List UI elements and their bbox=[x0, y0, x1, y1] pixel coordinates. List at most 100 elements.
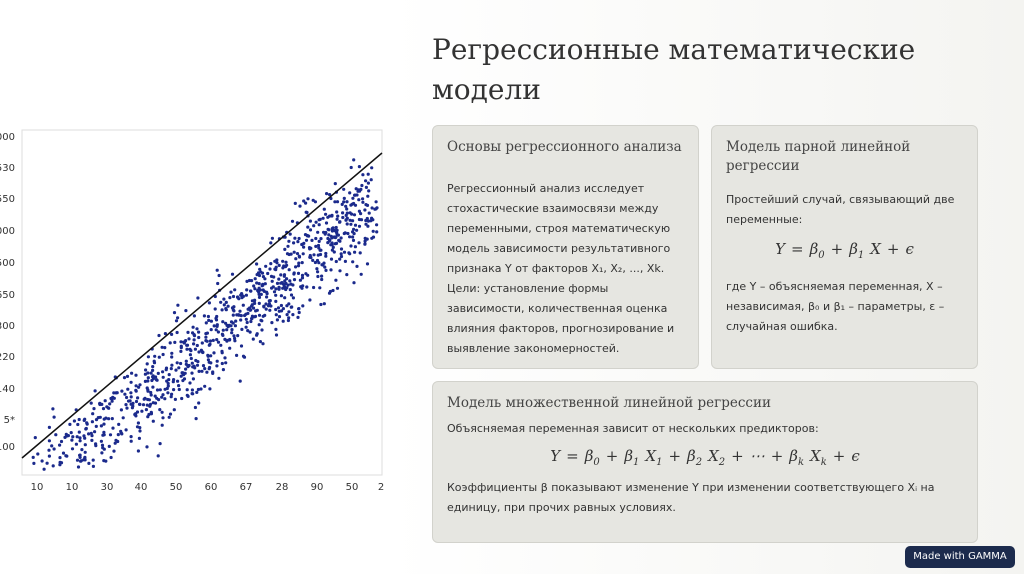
dot bbox=[168, 412, 173, 416]
dot bbox=[137, 436, 141, 440]
dot bbox=[345, 200, 349, 204]
dot bbox=[361, 173, 365, 177]
dot bbox=[304, 201, 308, 205]
dot bbox=[374, 200, 378, 204]
dot bbox=[154, 375, 158, 379]
dot bbox=[166, 391, 170, 395]
dot bbox=[291, 296, 295, 300]
dot bbox=[151, 365, 155, 369]
dot bbox=[339, 254, 344, 259]
dot bbox=[333, 182, 337, 186]
dot bbox=[47, 439, 52, 443]
dot bbox=[138, 429, 142, 433]
dot bbox=[264, 264, 268, 268]
dot bbox=[366, 219, 370, 223]
dot bbox=[205, 331, 209, 335]
dot bbox=[179, 349, 183, 353]
formula-token: X2 bbox=[708, 447, 725, 468]
dot bbox=[170, 392, 174, 396]
dot bbox=[229, 324, 233, 328]
dot bbox=[215, 359, 219, 363]
dot bbox=[253, 277, 257, 281]
dot bbox=[209, 319, 213, 323]
made-with-badge[interactable]: Made with GAMMA bbox=[905, 546, 1015, 568]
dot bbox=[161, 375, 165, 379]
dot bbox=[246, 311, 250, 315]
dot bbox=[102, 422, 106, 426]
dot bbox=[309, 255, 313, 260]
dot bbox=[252, 306, 256, 310]
dot bbox=[255, 281, 259, 285]
dot bbox=[61, 451, 66, 455]
dot bbox=[365, 216, 369, 221]
dot bbox=[205, 339, 209, 343]
dot bbox=[281, 282, 285, 286]
dot bbox=[296, 264, 301, 268]
dot bbox=[177, 387, 181, 392]
dot bbox=[207, 367, 211, 371]
dot bbox=[92, 407, 96, 411]
dot bbox=[353, 223, 358, 227]
symbol: ⋯ bbox=[749, 447, 765, 465]
symbol: β bbox=[584, 447, 594, 465]
dot bbox=[230, 306, 235, 310]
dot bbox=[31, 455, 35, 459]
symbol: X bbox=[810, 447, 821, 465]
dot bbox=[166, 381, 170, 386]
dot bbox=[344, 204, 348, 208]
dot bbox=[357, 224, 362, 228]
dot bbox=[51, 464, 55, 468]
dot bbox=[267, 302, 271, 306]
dot bbox=[113, 441, 117, 445]
dot bbox=[134, 414, 138, 418]
dot bbox=[361, 200, 365, 204]
dot bbox=[212, 351, 216, 355]
dot bbox=[190, 361, 194, 365]
dot bbox=[161, 416, 165, 420]
dot bbox=[69, 431, 73, 435]
scatter-figure: 000 530 550 000 500 650 300 220 140 5* 100 10 10 30 4… bbox=[0, 129, 384, 493]
dot bbox=[287, 252, 291, 257]
dot bbox=[308, 219, 312, 223]
dot bbox=[83, 443, 87, 447]
dot bbox=[174, 319, 179, 323]
dot bbox=[99, 439, 103, 443]
dot bbox=[216, 281, 220, 286]
symbol: β bbox=[687, 447, 696, 465]
dot bbox=[360, 183, 364, 188]
dot bbox=[322, 207, 326, 211]
formula-token: Y bbox=[550, 447, 560, 465]
dot bbox=[151, 419, 155, 423]
dot bbox=[364, 222, 368, 226]
dot bbox=[146, 376, 150, 380]
dot bbox=[109, 455, 113, 460]
dot bbox=[261, 342, 265, 346]
dot bbox=[257, 273, 262, 278]
dot bbox=[167, 373, 171, 377]
dot bbox=[257, 301, 261, 305]
dot bbox=[352, 281, 356, 285]
dot bbox=[190, 388, 194, 392]
dot bbox=[364, 179, 368, 183]
regression-line bbox=[21, 152, 383, 459]
dot bbox=[101, 446, 105, 450]
dot bbox=[217, 376, 221, 380]
dot bbox=[167, 415, 171, 419]
dot bbox=[317, 239, 321, 243]
dot bbox=[78, 455, 82, 459]
symbol: + bbox=[886, 240, 900, 258]
dot bbox=[365, 237, 369, 241]
dot bbox=[257, 323, 261, 327]
dot bbox=[357, 241, 361, 245]
symbol: Y bbox=[550, 447, 561, 465]
dot bbox=[160, 345, 164, 349]
dot bbox=[366, 172, 370, 176]
formula-token: β0 bbox=[810, 240, 825, 261]
dot bbox=[147, 412, 151, 417]
dot bbox=[336, 233, 340, 237]
dot bbox=[324, 268, 328, 272]
dot bbox=[312, 224, 316, 228]
dot bbox=[354, 187, 358, 191]
dot bbox=[108, 402, 112, 406]
symbol: + bbox=[605, 447, 619, 465]
